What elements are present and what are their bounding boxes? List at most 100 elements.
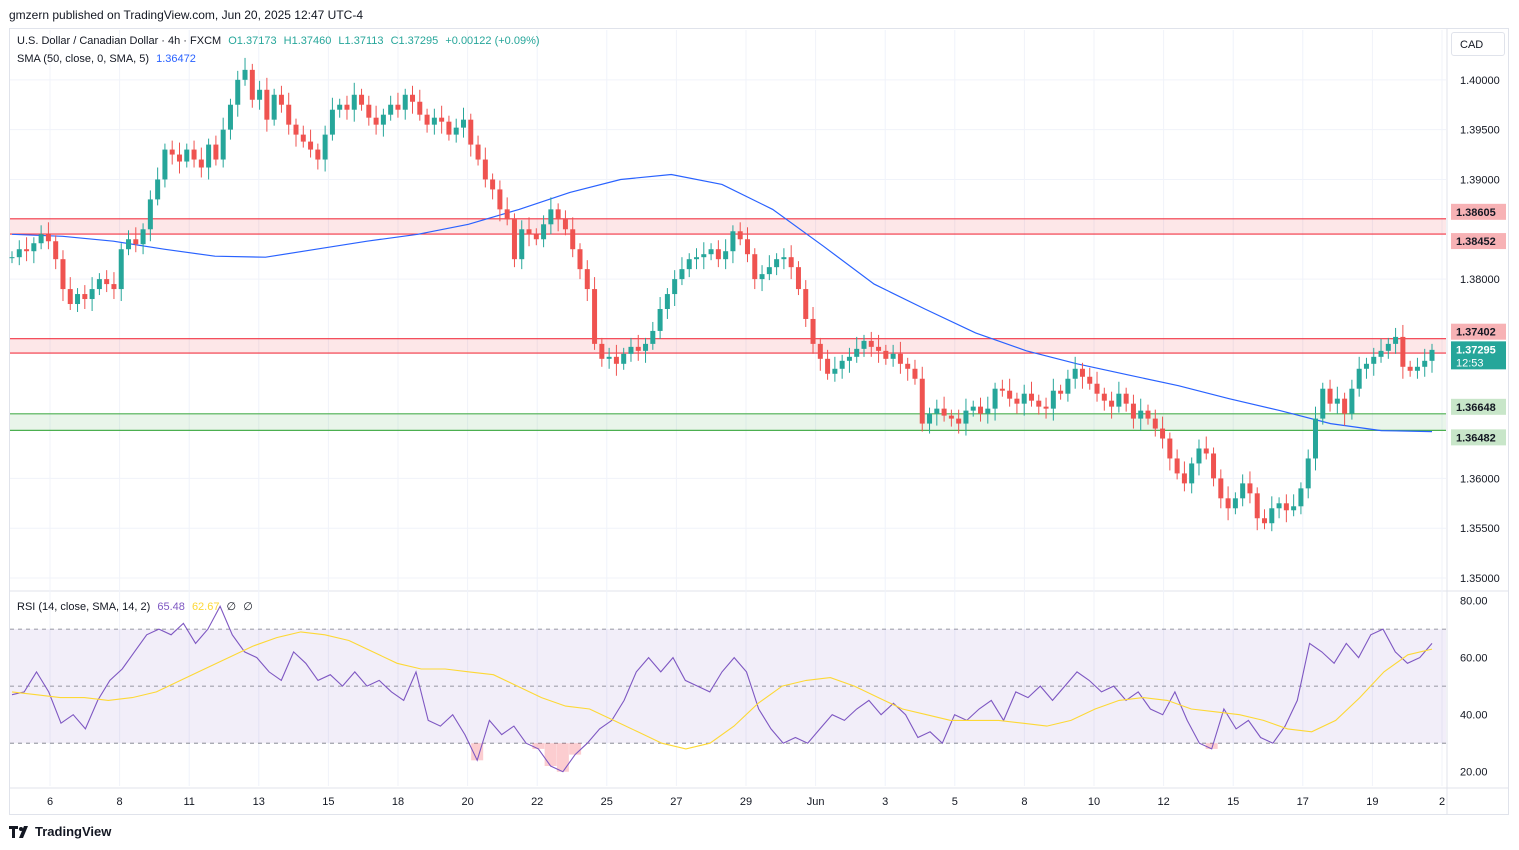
candle-body	[242, 69, 248, 80]
x-tick-label: 13	[253, 796, 265, 808]
candle-body	[606, 356, 612, 359]
candle-body	[388, 104, 394, 115]
candle-body	[1349, 388, 1355, 414]
x-tick-label: 15	[1227, 796, 1239, 808]
x-tick-label: 25	[601, 796, 613, 808]
candle-body	[1101, 393, 1107, 401]
symbol-legend: U.S. Dollar / Canadian Dollar · 4h · FXC…	[17, 35, 544, 47]
ohlc-open: O1.37173	[228, 35, 277, 47]
candle-body	[1225, 498, 1231, 509]
zone-price-tag	[1451, 429, 1506, 446]
candle-body	[905, 363, 911, 369]
candle-body	[541, 224, 547, 240]
candle-body	[839, 360, 845, 369]
x-tick-label: 17	[1297, 796, 1309, 808]
tradingview-footer: TradingView	[9, 824, 111, 839]
x-tick-label: 6	[47, 796, 53, 808]
candle-body	[60, 259, 66, 290]
candle-body	[1283, 503, 1289, 511]
candle-body	[701, 254, 707, 258]
candle-body	[126, 239, 132, 250]
candle-body	[264, 89, 270, 120]
candle-body	[1269, 508, 1275, 524]
rsi-sma-line	[11, 631, 1433, 750]
candle-body	[970, 406, 976, 411]
last-price-tag	[1451, 341, 1506, 370]
candle-body	[1356, 368, 1362, 389]
rsi-band	[10, 629, 1446, 744]
candle-body	[1378, 350, 1384, 357]
rsi-extra-2: ∅	[243, 601, 253, 613]
candle-body	[876, 346, 882, 351]
candle-body	[504, 209, 510, 220]
candle-body	[249, 69, 255, 100]
currency-button[interactable]: CAD	[1451, 32, 1505, 56]
candle-body	[963, 410, 969, 424]
candle-body	[781, 257, 787, 260]
candle-body	[31, 243, 37, 252]
candle-body	[1385, 343, 1391, 351]
candle-body	[482, 159, 488, 180]
candle-body	[497, 189, 503, 210]
candle-body	[1189, 463, 1195, 484]
candle-body	[803, 289, 809, 319]
candle-body	[140, 229, 146, 245]
candle-body	[373, 117, 379, 125]
candle-body	[1145, 410, 1151, 419]
ohlc-change: +0.00122 (+0.09%)	[445, 35, 540, 47]
y-tick-label: 1.35500	[1460, 523, 1500, 535]
candle-body	[1028, 393, 1034, 401]
candle-body	[417, 101, 423, 115]
candle-body	[1371, 356, 1377, 364]
candle-body	[643, 343, 649, 351]
candle-body	[82, 294, 88, 300]
candle-body	[1138, 410, 1144, 419]
x-tick-label: 2	[1439, 796, 1445, 808]
candle-body	[1363, 363, 1369, 369]
chart-frame[interactable]	[9, 28, 1509, 815]
candle-body	[1036, 400, 1042, 407]
candle-body	[1174, 458, 1180, 474]
zone-price-label: 1.38452	[1456, 236, 1496, 248]
candle-body	[366, 104, 372, 118]
candle-body	[162, 149, 168, 180]
tradingview-logo-icon	[9, 825, 28, 838]
candle-body	[599, 343, 605, 359]
candle-body	[519, 229, 525, 260]
candle-body	[679, 269, 685, 280]
candle-body	[766, 267, 772, 275]
candle-body	[1167, 438, 1173, 459]
rsi-y-tick-label: 20.00	[1460, 767, 1488, 779]
candle-body	[810, 318, 816, 344]
candle-body	[723, 251, 729, 260]
candle-body	[788, 257, 794, 268]
candle-body	[468, 119, 474, 145]
candle-body	[402, 94, 408, 110]
x-tick-label: 8	[1021, 796, 1027, 808]
candle-body	[1130, 403, 1136, 419]
candle-body	[1422, 360, 1428, 367]
zone-price-label: 1.36648	[1456, 402, 1496, 414]
candle-body	[118, 249, 124, 290]
candle-body	[1247, 483, 1253, 494]
candle-body	[169, 149, 175, 155]
candle-body	[380, 114, 386, 125]
candle-body	[351, 94, 357, 110]
candle-body	[774, 259, 780, 268]
rsi-label: RSI (14, close, SMA, 14, 2)	[17, 601, 151, 613]
candle-body	[890, 353, 896, 359]
candle-body	[846, 356, 852, 361]
candle-body	[1407, 366, 1413, 371]
candle-body	[795, 267, 801, 290]
x-tick-label: 15	[322, 796, 334, 808]
candle-body	[490, 179, 496, 190]
candle-body	[1050, 390, 1056, 409]
x-tick-label: 3	[882, 796, 888, 808]
candle-body	[1072, 368, 1078, 379]
rsi-sma-value: 62.67	[191, 601, 220, 613]
candle-body	[1181, 473, 1187, 484]
candle-body	[934, 408, 940, 414]
candle-body	[155, 179, 161, 200]
candle-body	[1276, 503, 1282, 509]
